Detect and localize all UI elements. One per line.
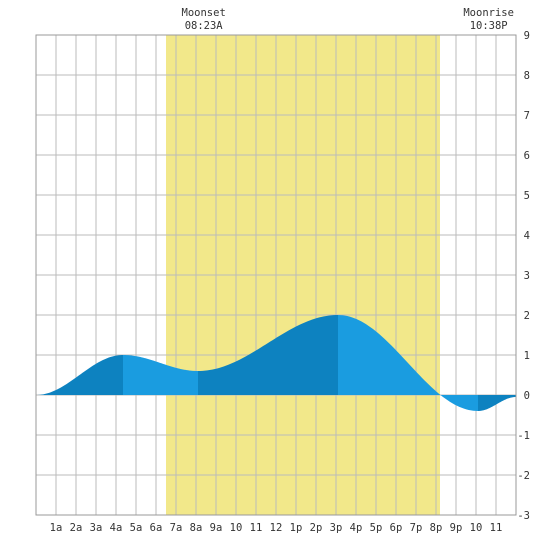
tide-band bbox=[123, 355, 198, 395]
x-tick-label: 7p bbox=[410, 522, 423, 534]
x-tick-label: 11 bbox=[250, 522, 263, 534]
x-tick-label: 3p bbox=[330, 522, 343, 534]
x-tick-label: 9p bbox=[450, 522, 463, 534]
y-tick-label: 4 bbox=[524, 230, 530, 242]
y-tick-label: 1 bbox=[524, 350, 530, 362]
x-tick-label: 10 bbox=[230, 522, 243, 534]
x-tick-label: 6a bbox=[150, 522, 163, 534]
event-label: Moonset bbox=[182, 7, 226, 19]
y-tick-label: 5 bbox=[524, 190, 530, 202]
y-tick-label: 6 bbox=[524, 150, 530, 162]
tide-band bbox=[478, 395, 516, 411]
event-label: Moonrise bbox=[463, 7, 514, 19]
x-tick-label: 2p bbox=[310, 522, 323, 534]
x-tick-label: 12 bbox=[270, 522, 283, 534]
event-time: 08:23A bbox=[185, 20, 224, 32]
tide-band bbox=[198, 315, 338, 395]
y-tick-label: -2 bbox=[517, 470, 530, 482]
tide-band bbox=[338, 315, 478, 411]
x-tick-label: 1a bbox=[50, 522, 63, 534]
plot-border bbox=[35, 34, 517, 516]
y-tick-label: -3 bbox=[517, 510, 530, 522]
y-tick-label: -1 bbox=[517, 430, 530, 442]
y-tick-label: 3 bbox=[524, 270, 530, 282]
x-tick-label: 8p bbox=[430, 522, 443, 534]
y-tick-label: 0 bbox=[524, 390, 530, 402]
y-tick-label: 8 bbox=[524, 70, 530, 82]
y-tick-label: 9 bbox=[524, 30, 530, 42]
y-tick-label: 7 bbox=[524, 110, 530, 122]
x-tick-label: 4a bbox=[110, 522, 123, 534]
y-tick-label: 2 bbox=[524, 310, 530, 322]
x-tick-label: 11 bbox=[490, 522, 503, 534]
x-tick-label: 9a bbox=[210, 522, 223, 534]
x-tick-label: 10 bbox=[470, 522, 483, 534]
x-tick-label: 6p bbox=[390, 522, 403, 534]
x-tick-label: 8a bbox=[190, 522, 203, 534]
x-tick-label: 4p bbox=[350, 522, 363, 534]
x-tick-label: 3a bbox=[90, 522, 103, 534]
tide-band bbox=[36, 355, 123, 395]
x-tick-label: 2a bbox=[70, 522, 83, 534]
x-tick-label: 1p bbox=[290, 522, 303, 534]
x-tick-label: 5a bbox=[130, 522, 143, 534]
x-tick-label: 5p bbox=[370, 522, 383, 534]
x-tick-label: 7a bbox=[170, 522, 183, 534]
event-time: 10:38P bbox=[470, 20, 508, 32]
